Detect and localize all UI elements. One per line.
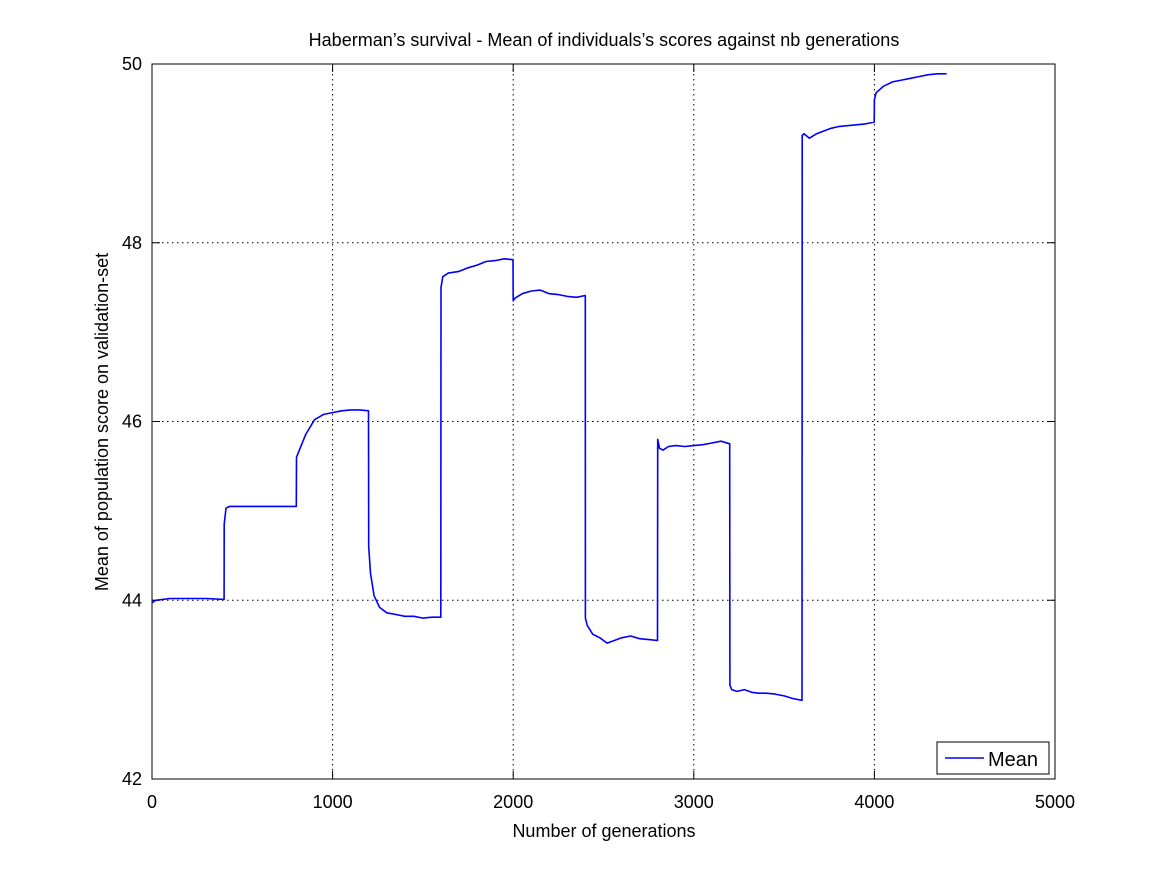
y-tick-label: 42 xyxy=(122,769,142,789)
x-tick-label: 4000 xyxy=(854,792,894,812)
x-tick-label: 0 xyxy=(147,792,157,812)
legend: Mean xyxy=(936,741,1050,775)
y-axis-label: Mean of population score on validation-s… xyxy=(92,253,112,591)
x-tick-label: 3000 xyxy=(674,792,714,812)
legend-label-mean: Mean xyxy=(988,749,1038,771)
series-layer xyxy=(151,73,947,702)
y-tick-label: 50 xyxy=(122,54,142,74)
y-tick-label: 46 xyxy=(122,412,142,432)
grid xyxy=(152,64,1055,779)
series-line-mean xyxy=(151,73,947,702)
ticks: 0 1000 2000 3000 4000 5000 42 44 46 48 50 xyxy=(122,54,1075,812)
x-axis-label: Number of generations xyxy=(512,821,695,841)
x-tick-label: 2000 xyxy=(493,792,533,812)
y-tick-label: 48 xyxy=(122,233,142,253)
y-tick-label: 44 xyxy=(122,590,142,610)
x-tick-label: 5000 xyxy=(1035,792,1075,812)
x-tick-label: 1000 xyxy=(313,792,353,812)
plot-frame xyxy=(151,63,1056,780)
chart-title: Haberman’s survival - Mean of individual… xyxy=(309,30,900,50)
